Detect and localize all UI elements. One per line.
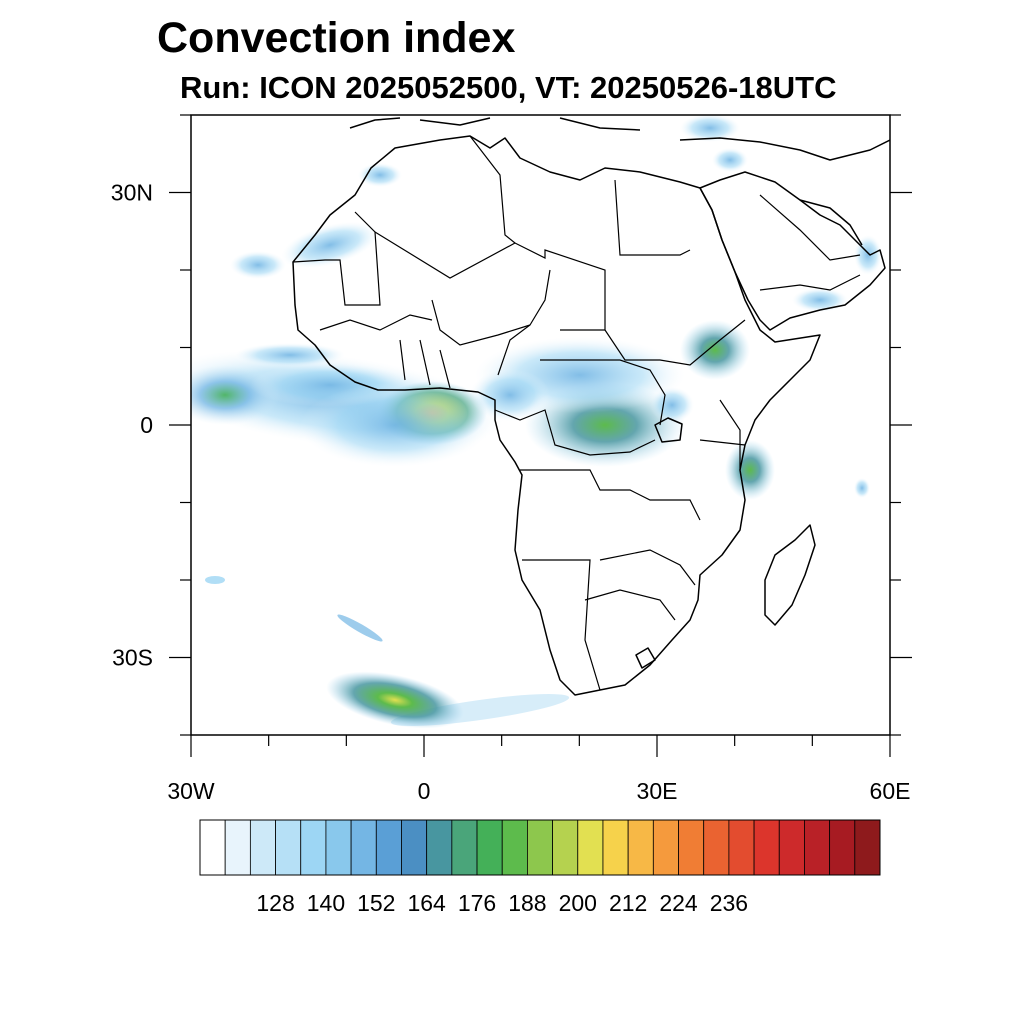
morocco-convection <box>358 163 402 187</box>
colorbar-label: 212 <box>609 890 647 916</box>
colorbar-label: 140 <box>307 890 345 916</box>
colorbar-swatch <box>199 819 226 876</box>
coastlines <box>292 117 890 696</box>
colorbar-swatch <box>753 819 780 876</box>
colorbar-swatch <box>476 819 503 876</box>
arabia-convection <box>792 288 848 312</box>
colorbar-swatch <box>552 819 579 876</box>
lat-tick-label: 30S <box>112 645 153 671</box>
nigeria-cameroon <box>470 369 550 421</box>
atlantic-nw-convection <box>230 251 286 279</box>
colorbar-label: 224 <box>659 890 698 916</box>
figure-subtitle: Run: ICON 2025052500, VT: 20250526-18UTC <box>180 70 837 105</box>
madagascar <box>764 524 816 626</box>
lat-tick-label: 30N <box>111 180 153 206</box>
colorbar-swatch <box>854 819 881 876</box>
colorbar-swatch <box>652 819 679 876</box>
colorbar-swatch <box>350 819 377 876</box>
colorbar-label: 188 <box>508 890 546 916</box>
colorbar-swatch <box>829 819 856 876</box>
colorbar-frame <box>199 819 881 876</box>
indian-ocean-patch <box>854 478 870 498</box>
axis-ticks <box>169 114 912 757</box>
colorbar-label: 128 <box>256 890 294 916</box>
persian-gulf <box>799 199 863 246</box>
colorbar-swatch <box>678 819 705 876</box>
colorbar-label: 164 <box>407 890 446 916</box>
colorbar-swatch <box>527 819 553 876</box>
colorbar-swatch <box>451 819 478 876</box>
colorbar-swatch <box>325 819 352 876</box>
colorbar-swatch <box>703 819 730 876</box>
figure-title: Convection index <box>157 14 516 62</box>
arabia-coastline <box>699 171 886 331</box>
convection-shading <box>191 115 882 729</box>
lat-tick-label: 0 <box>140 412 153 438</box>
southern-system <box>326 671 464 729</box>
nw-africa-convection <box>281 221 379 269</box>
colorbar-swatch <box>300 819 327 876</box>
colorbar-swatch <box>501 819 528 876</box>
colorbar-labels: 128 140 152 164 176 188 200 212 224 236 <box>256 890 748 916</box>
lon-tick-label: 60E <box>870 778 911 804</box>
colorbar-label: 200 <box>559 890 597 916</box>
colorbar-label: 152 <box>357 890 395 916</box>
turkey-convection <box>680 115 740 142</box>
colorbar-swatch <box>224 819 251 876</box>
lon-tick-label: 30W <box>167 778 215 804</box>
africa-coastline <box>292 135 821 696</box>
axis-tick-labels: 30N 0 30S 30W 0 30E 60E <box>111 180 911 805</box>
colorbar-swatch <box>728 819 755 876</box>
colorbar-swatch <box>426 819 453 876</box>
colorbar-swatch <box>627 819 654 876</box>
colorbar-swatch <box>401 819 428 876</box>
country-borders <box>292 135 861 691</box>
colorbar-label: 176 <box>458 890 496 916</box>
mediterranean-north <box>349 117 890 161</box>
levant-convection <box>712 148 748 172</box>
colorbar-label: 236 <box>710 890 748 916</box>
colorbar-swatch <box>249 819 276 876</box>
lon-tick-label: 30E <box>637 778 678 804</box>
kenya-coast-convection <box>725 440 775 500</box>
colorbar-swatch <box>602 819 629 876</box>
south-atlantic-streak <box>337 614 383 642</box>
colorbar-swatch <box>804 819 831 876</box>
colorbar-swatch <box>778 819 805 876</box>
colorbar-swatch <box>577 819 604 876</box>
ethiopia-convection <box>680 320 750 380</box>
lake-victoria <box>654 417 683 443</box>
lon-tick-label: 0 <box>418 778 431 804</box>
colorbar <box>199 819 881 876</box>
lake-victoria-region <box>650 387 694 423</box>
south-atlantic-dot <box>205 576 225 584</box>
colorbar-swatch <box>375 819 402 876</box>
gulf-of-guinea-halo <box>300 383 490 467</box>
lesotho <box>635 647 656 669</box>
colorbar-swatch <box>275 819 302 876</box>
